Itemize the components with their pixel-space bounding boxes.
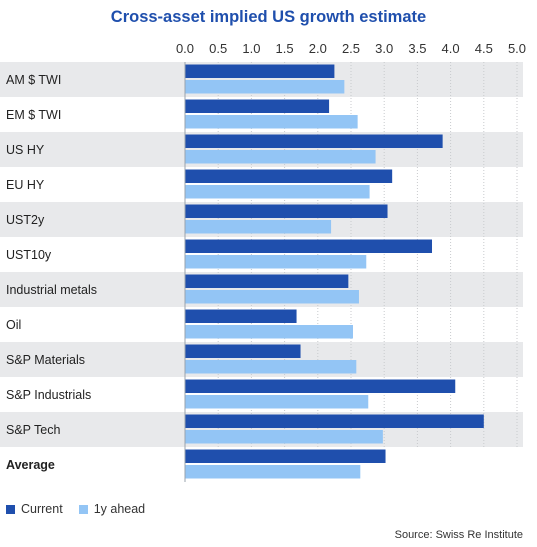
category-label: S&P Industrials	[6, 388, 91, 402]
legend-label-ahead: 1y ahead	[93, 502, 146, 516]
category-label: S&P Tech	[6, 423, 60, 437]
legend-swatch-current	[6, 504, 15, 514]
x-tick-label: 0.0	[176, 41, 194, 56]
bar-1y-ahead	[185, 395, 369, 409]
bar-chart: 0.0 0.5 1.0 1.5 2.0 2.5 3.0 3.5 4.0 4.5 5.0 AM $ TW…	[0, 41, 526, 482]
bar-current	[185, 64, 335, 78]
bar-1y-ahead	[185, 465, 361, 479]
bar-1y-ahead	[185, 185, 370, 199]
category-label: Average	[6, 458, 55, 472]
bar-1y-ahead	[185, 290, 359, 304]
bar-1y-ahead	[185, 115, 358, 129]
category-label: S&P Materials	[6, 353, 85, 367]
category-label: Oil	[6, 318, 21, 332]
bar-current	[185, 344, 301, 358]
bar-1y-ahead	[185, 80, 345, 94]
bar-current	[185, 449, 386, 463]
bar-current	[185, 274, 349, 288]
x-tick-label: 2.5	[342, 41, 360, 56]
legend-label-current: Current	[21, 502, 63, 516]
bar-current	[185, 99, 330, 113]
bar-1y-ahead	[185, 360, 357, 374]
legend-item-current: Current	[6, 502, 63, 516]
x-tick-label: 1.0	[242, 41, 260, 56]
bar-1y-ahead	[185, 255, 367, 269]
x-tick-label: 4.5	[475, 41, 493, 56]
category-label: Industrial metals	[6, 283, 97, 297]
x-tick-label: 5.0	[508, 41, 526, 56]
category-label: UST2y	[6, 213, 45, 227]
bar-current	[185, 414, 484, 428]
x-tick-label: 2.0	[309, 41, 327, 56]
category-label: EU HY	[6, 178, 45, 192]
x-tick-label: 0.5	[209, 41, 227, 56]
x-tick-label: 4.0	[442, 41, 460, 56]
bar-current	[185, 204, 388, 218]
category-label: EM $ TWI	[6, 108, 61, 122]
bar-1y-ahead	[185, 220, 332, 234]
category-label: US HY	[6, 143, 45, 157]
bar-current	[185, 239, 433, 253]
bar-current	[185, 309, 297, 323]
bar-current	[185, 169, 393, 183]
category-label: UST10y	[6, 248, 52, 262]
bar-current	[185, 379, 456, 393]
legend-item-ahead: 1y ahead	[78, 502, 146, 516]
legend: Current 1y ahead	[6, 502, 161, 516]
x-tick-label: 3.5	[408, 41, 426, 56]
source-note: Source: Swiss Re Institute	[394, 529, 523, 541]
bar-1y-ahead	[185, 325, 353, 339]
category-label: AM $ TWI	[6, 73, 61, 87]
bar-1y-ahead	[185, 430, 383, 444]
bar-1y-ahead	[185, 150, 376, 164]
x-tick-label: 1.5	[276, 41, 294, 56]
legend-swatch-ahead	[78, 504, 88, 514]
bar-current	[185, 134, 443, 148]
x-tick-label: 3.0	[375, 41, 393, 56]
chart-title: Cross-asset implied US growth estimate	[110, 8, 427, 26]
